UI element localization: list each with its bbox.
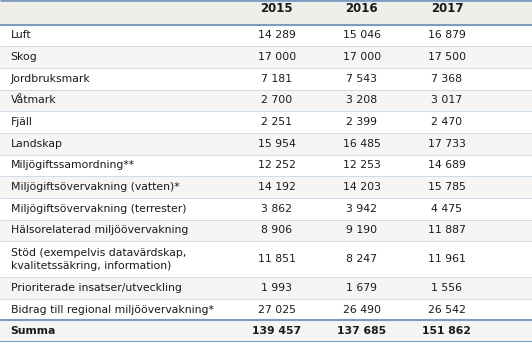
Text: 1 556: 1 556 [431, 283, 462, 293]
FancyBboxPatch shape [0, 155, 532, 176]
Text: 7 368: 7 368 [431, 74, 462, 84]
Text: 1 679: 1 679 [346, 283, 377, 293]
Text: 17 000: 17 000 [257, 52, 296, 62]
Text: 139 457: 139 457 [252, 326, 301, 336]
Text: Skog: Skog [11, 52, 37, 62]
Text: 2016: 2016 [345, 2, 378, 15]
Text: 16 879: 16 879 [428, 30, 466, 40]
Text: 12 253: 12 253 [343, 160, 381, 170]
Text: 2 700: 2 700 [261, 95, 292, 105]
FancyBboxPatch shape [0, 299, 532, 320]
Text: 14 689: 14 689 [428, 160, 466, 170]
Text: Prioriterade insatser/utveckling: Prioriterade insatser/utveckling [11, 283, 181, 293]
Text: Summa: Summa [11, 326, 56, 336]
Text: 14 289: 14 289 [257, 30, 296, 40]
Text: 16 485: 16 485 [343, 139, 381, 149]
Text: 137 685: 137 685 [337, 326, 386, 336]
Text: 26 490: 26 490 [343, 304, 381, 315]
Text: Bidrag till regional miljöövervakning*: Bidrag till regional miljöövervakning* [11, 304, 213, 315]
FancyBboxPatch shape [0, 25, 532, 46]
Text: 17 000: 17 000 [343, 52, 381, 62]
FancyBboxPatch shape [0, 68, 532, 90]
Text: Miljögiftssamordning**: Miljögiftssamordning** [11, 160, 135, 170]
Text: 4 475: 4 475 [431, 204, 462, 214]
FancyBboxPatch shape [0, 46, 532, 68]
Text: 15 785: 15 785 [428, 182, 466, 192]
FancyBboxPatch shape [0, 176, 532, 198]
Text: 17 733: 17 733 [428, 139, 466, 149]
FancyBboxPatch shape [0, 90, 532, 111]
FancyBboxPatch shape [0, 111, 532, 133]
Text: 7 543: 7 543 [346, 74, 377, 84]
Text: 151 862: 151 862 [422, 326, 471, 336]
Text: Våtmark: Våtmark [11, 95, 56, 105]
Text: 12 252: 12 252 [257, 160, 296, 170]
Text: Fjäll: Fjäll [11, 117, 32, 127]
FancyBboxPatch shape [0, 320, 532, 342]
Text: 3 208: 3 208 [346, 95, 377, 105]
Text: 8 247: 8 247 [346, 254, 377, 264]
Text: 2 470: 2 470 [431, 117, 462, 127]
Text: 7 181: 7 181 [261, 74, 292, 84]
FancyBboxPatch shape [0, 133, 532, 155]
Text: 11 961: 11 961 [428, 254, 466, 264]
Text: 8 906: 8 906 [261, 225, 292, 235]
Text: 14 203: 14 203 [343, 182, 381, 192]
Text: Hälsorelaterad miljöövervakning: Hälsorelaterad miljöövervakning [11, 225, 188, 235]
FancyBboxPatch shape [0, 198, 532, 220]
Text: 17 500: 17 500 [428, 52, 466, 62]
Text: Stöd (exempelvis datavärdskap,
kvalitetssäkring, information): Stöd (exempelvis datavärdskap, kvalitets… [11, 248, 186, 271]
Text: 14 192: 14 192 [257, 182, 296, 192]
Text: 15 046: 15 046 [343, 30, 381, 40]
FancyBboxPatch shape [0, 277, 532, 299]
Text: Luft: Luft [11, 30, 31, 40]
Text: 2 399: 2 399 [346, 117, 377, 127]
Text: 9 190: 9 190 [346, 225, 377, 235]
Text: 3 862: 3 862 [261, 204, 292, 214]
Text: 2015: 2015 [260, 2, 293, 15]
Text: Miljögiftsövervakning (vatten)*: Miljögiftsövervakning (vatten)* [11, 182, 179, 192]
Text: 1 993: 1 993 [261, 283, 292, 293]
Text: 26 542: 26 542 [428, 304, 466, 315]
FancyBboxPatch shape [0, 220, 532, 241]
Text: 3 942: 3 942 [346, 204, 377, 214]
Text: 11 887: 11 887 [428, 225, 466, 235]
Text: 11 851: 11 851 [257, 254, 296, 264]
Text: 3 017: 3 017 [431, 95, 462, 105]
FancyBboxPatch shape [0, 241, 532, 277]
Text: 2017: 2017 [430, 2, 463, 15]
Text: 15 954: 15 954 [257, 139, 296, 149]
Text: Miljögiftsövervakning (terrester): Miljögiftsövervakning (terrester) [11, 204, 186, 214]
Text: Landskap: Landskap [11, 139, 63, 149]
Text: 2 251: 2 251 [261, 117, 292, 127]
Text: 27 025: 27 025 [257, 304, 296, 315]
Text: Jordbruksmark: Jordbruksmark [11, 74, 90, 84]
